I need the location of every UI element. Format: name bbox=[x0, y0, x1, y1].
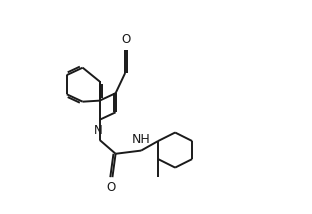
Text: O: O bbox=[107, 181, 116, 194]
Text: O: O bbox=[122, 33, 131, 46]
Text: N: N bbox=[94, 124, 103, 137]
Text: NH: NH bbox=[132, 133, 150, 146]
